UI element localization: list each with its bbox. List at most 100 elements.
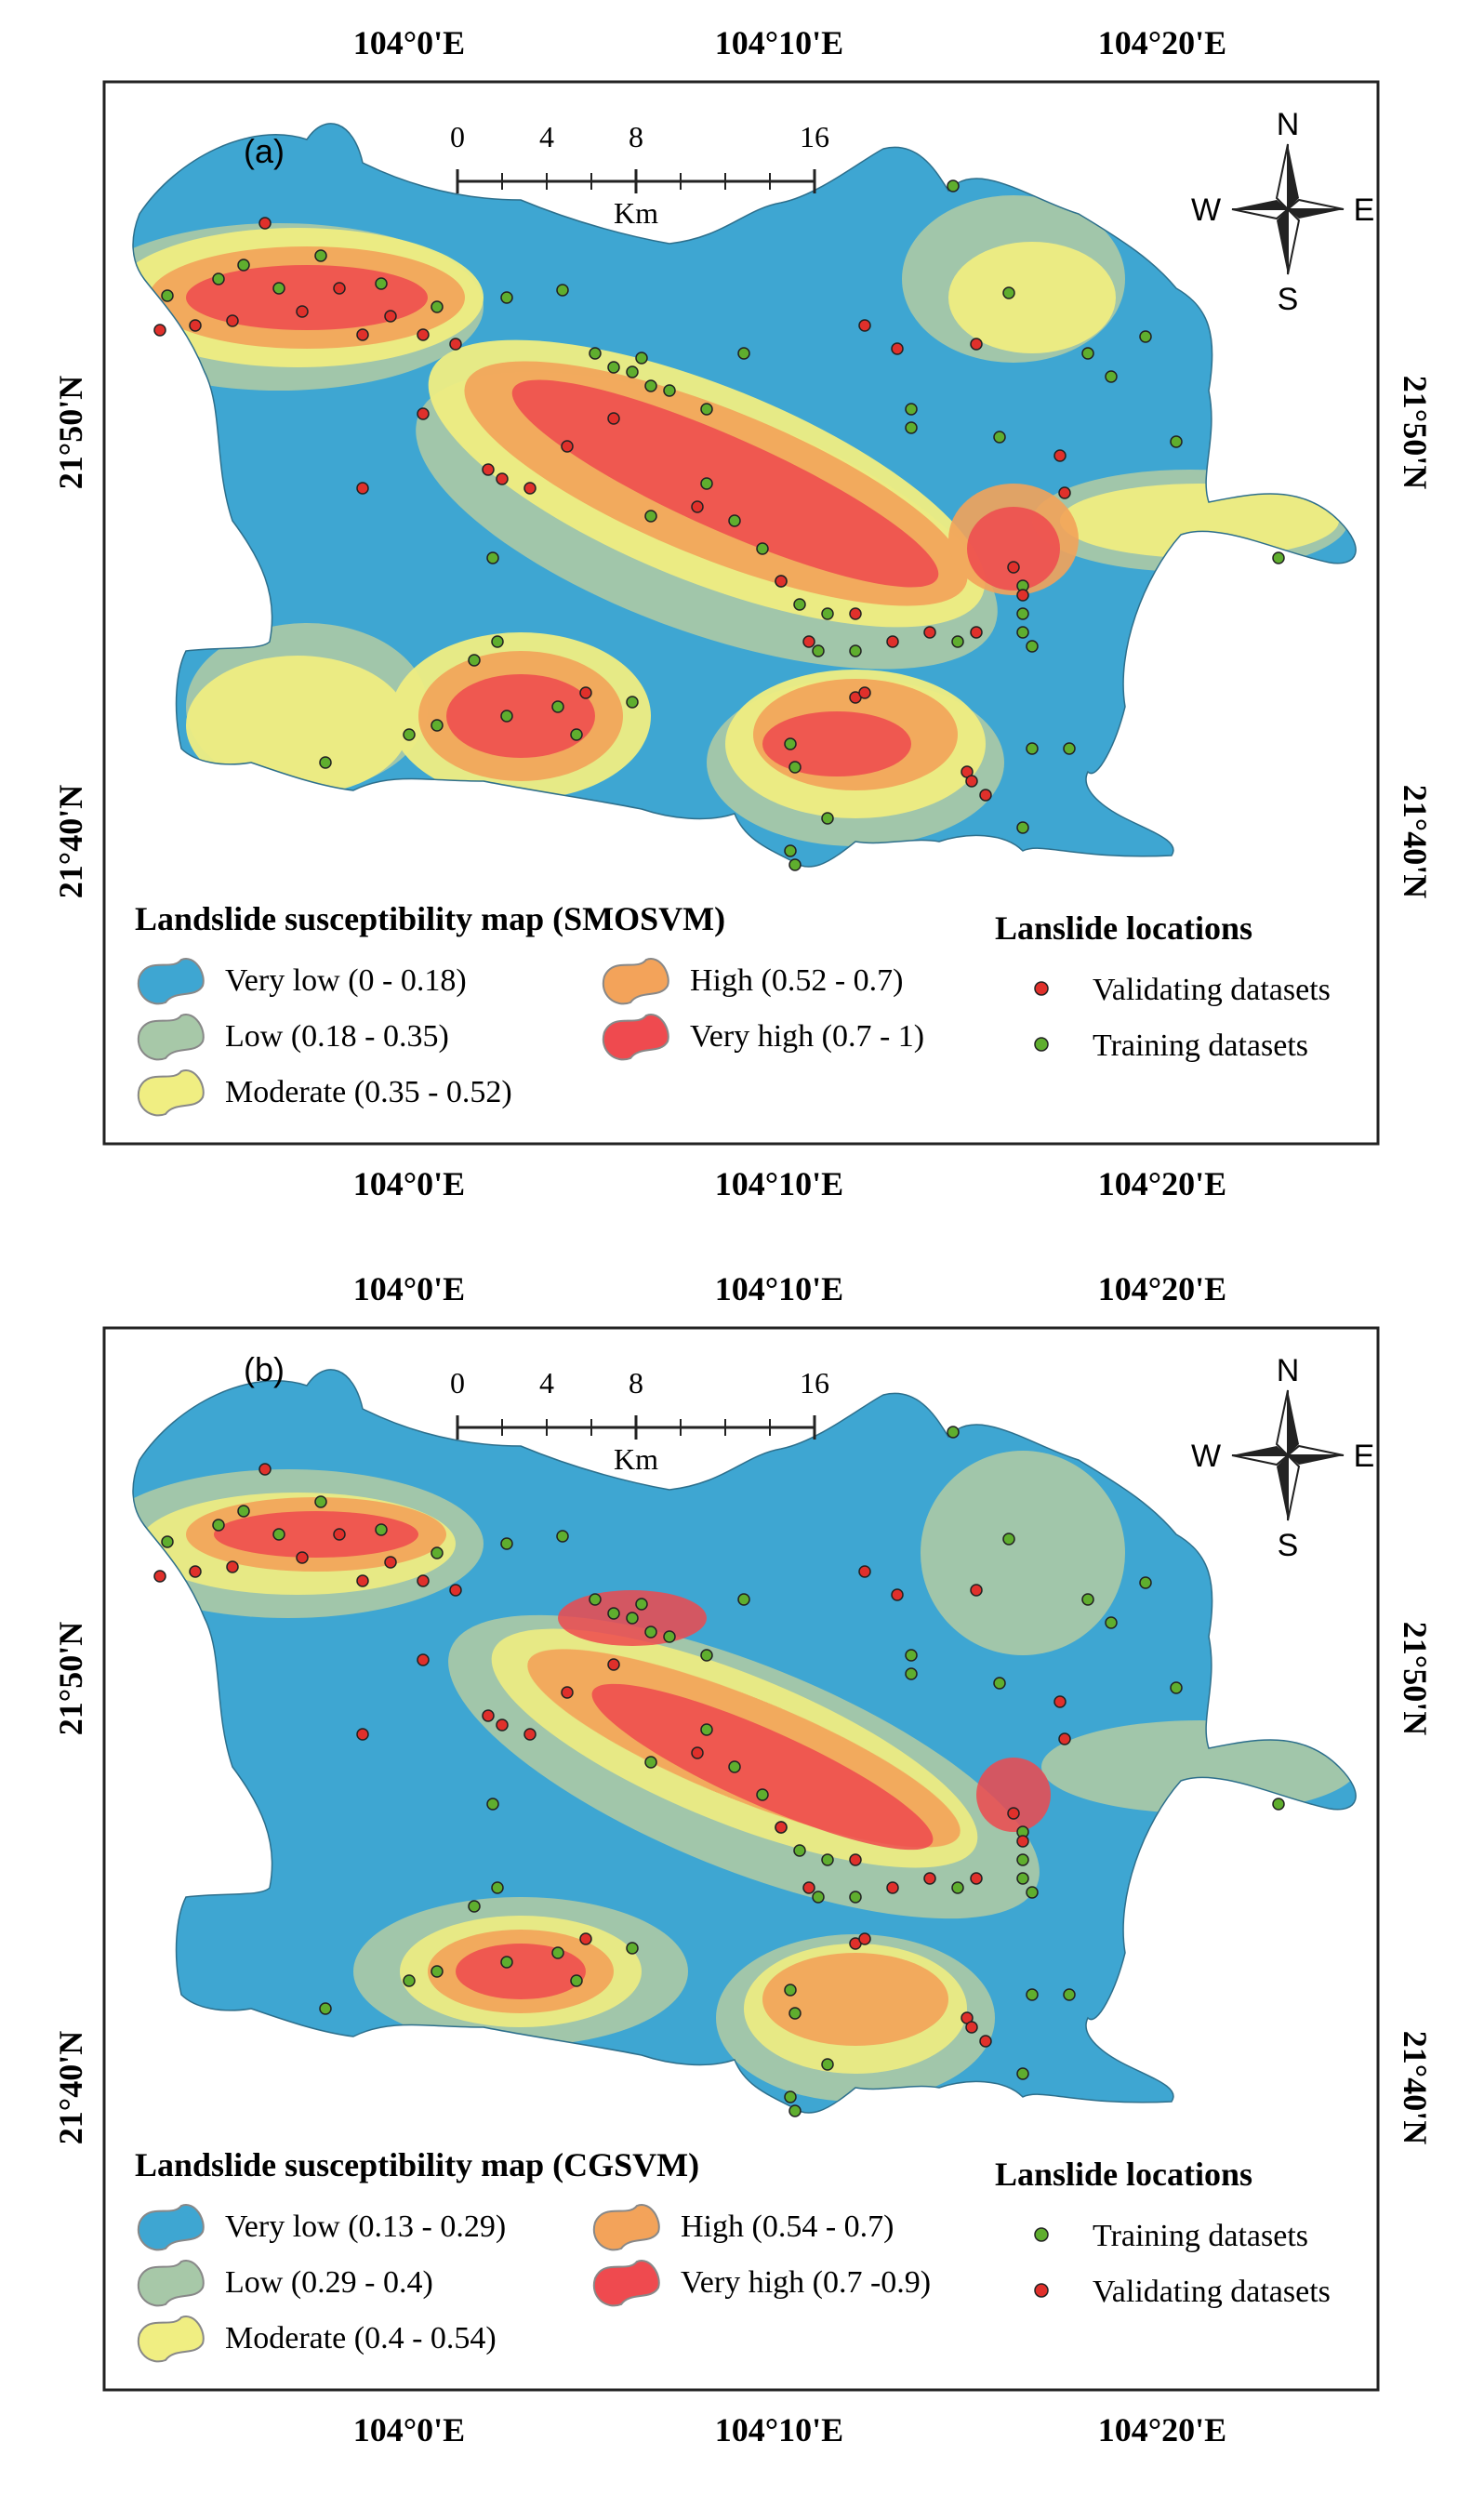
- validating-points: [153, 1463, 1071, 2048]
- panel-label: (a): [244, 132, 285, 170]
- lon-label: 104°20'E: [1098, 24, 1226, 61]
- compass-s: S: [1278, 282, 1299, 317]
- longitude-labels-top: 104°0'E 104°10'E 104°20'E: [353, 24, 1226, 61]
- lat-label: 21°40'N: [52, 785, 89, 898]
- legend-item: Moderate (0.35 - 0.52): [137, 1069, 512, 1117]
- legend-swatch: [137, 1014, 205, 1061]
- legend-swatch: [137, 2316, 205, 2363]
- compass-n: N: [1277, 107, 1300, 142]
- compass-w: W: [1191, 1439, 1221, 1474]
- study-area-boundary: [132, 123, 1357, 868]
- north-arrow-icon: N S E W: [1191, 1353, 1374, 1563]
- legend-swatch: [602, 1014, 669, 1061]
- longitude-labels-bottom: 104°0'E 104°10'E 104°20'E: [353, 2411, 1226, 2448]
- lat-label: 21°50'N: [52, 1622, 89, 1735]
- latitude-labels-right: 21°50'N 21°40'N: [1397, 376, 1434, 898]
- scale-tick-label: 0: [450, 120, 465, 153]
- compass-w: W: [1191, 192, 1221, 228]
- landslide-points: [153, 1426, 1285, 2117]
- panel-label: (b): [244, 1350, 285, 1388]
- legend-item: High (0.52 - 0.7): [602, 958, 903, 1005]
- lon-label: 104°0'E: [353, 1165, 465, 1202]
- legend-label: Very low (0 - 0.18): [225, 963, 467, 998]
- compass-s: S: [1278, 1528, 1299, 1563]
- longitude-labels-bottom: 104°0'E 104°10'E 104°20'E: [353, 1165, 1226, 1202]
- scale-tick-label: 8: [629, 1366, 643, 1400]
- zones-very-high: [186, 265, 1060, 776]
- lat-label: 21°50'N: [1397, 1622, 1434, 1735]
- scale-tick-label: 4: [539, 120, 554, 153]
- latitude-labels-left: 21°50'N 21°40'N: [52, 1622, 89, 2144]
- legend-swatch: [137, 2260, 205, 2307]
- location-label: Training datasets: [1093, 2219, 1308, 2253]
- lon-label: 104°10'E: [715, 2411, 843, 2448]
- validating-marker: [1034, 981, 1049, 996]
- training-marker: [1034, 2227, 1049, 2242]
- zones-very-high: [214, 1511, 1051, 1999]
- lon-label: 104°0'E: [353, 2411, 465, 2448]
- landslide-points: [153, 179, 1285, 871]
- legend-label: Very low (0.13 - 0.29): [225, 2209, 506, 2244]
- lat-label: 21°50'N: [1397, 376, 1434, 489]
- legend-item: Moderate (0.4 - 0.54): [137, 2316, 497, 2363]
- legend-item: Low (0.29 - 0.4): [137, 2260, 433, 2307]
- legend-swatch: [137, 2204, 205, 2251]
- legend-item: Low (0.18 - 0.35): [137, 1014, 449, 1061]
- validating-points: [153, 217, 1071, 802]
- map-panel-a: 104°0'E 104°10'E 104°20'E 104°0'E 104°10…: [0, 0, 1484, 1246]
- scale-tick-label: 16: [800, 1366, 829, 1400]
- study-area-boundary: [132, 1369, 1357, 2114]
- scale-bar: 0 4 8 16 Km: [450, 1366, 829, 1476]
- lon-label: 104°10'E: [715, 24, 843, 61]
- scale-unit: Km: [614, 1442, 658, 1476]
- training-points: [161, 179, 1285, 871]
- locations-legend: Lanslide locations Training datasets Val…: [995, 2156, 1331, 2309]
- map-figure-b: 104°0'E 104°10'E 104°20'E 104°0'E 104°10…: [52, 1270, 1434, 2448]
- legend-label: Moderate (0.4 - 0.54): [225, 2321, 497, 2355]
- legend-swatch: [137, 1069, 205, 1117]
- latitude-labels-right: 21°50'N 21°40'N: [1397, 1622, 1434, 2144]
- lon-label: 104°0'E: [353, 24, 465, 61]
- scale-unit: Km: [614, 196, 658, 230]
- legend-item: Very low (0 - 0.18): [137, 958, 467, 1005]
- compass-n: N: [1277, 1353, 1300, 1388]
- locations-legend: Lanslide locations Validating datasets T…: [995, 909, 1331, 1063]
- scale-tick-label: 0: [450, 1366, 465, 1400]
- legend-swatch: [592, 2204, 660, 2251]
- legend-label: Very high (0.7 -0.9): [681, 2265, 931, 2300]
- legend-item: Very high (0.7 -0.9): [592, 2260, 931, 2307]
- lon-label: 104°10'E: [715, 1270, 843, 1307]
- legend-label: Low (0.29 - 0.4): [225, 2265, 433, 2300]
- locations-title: Lanslide locations: [995, 2156, 1252, 2193]
- legend-title: Landslide susceptibility map (CGSVM): [135, 2146, 699, 2183]
- lon-label: 104°20'E: [1098, 1165, 1226, 1202]
- locations-title: Lanslide locations: [995, 909, 1252, 947]
- lon-label: 104°10'E: [715, 1165, 843, 1202]
- susceptibility-legend: Landslide susceptibility map (SMOSVM) Ve…: [135, 900, 924, 1117]
- longitude-labels-top: 104°0'E 104°10'E 104°20'E: [353, 1270, 1226, 1307]
- legend-item: Very high (0.7 - 1): [602, 1014, 924, 1061]
- legend-swatch: [592, 2260, 660, 2307]
- lon-label: 104°0'E: [353, 1270, 465, 1307]
- legend-item: Very low (0.13 - 0.29): [137, 2204, 506, 2251]
- map-panel-b: 104°0'E 104°10'E 104°20'E 104°0'E 104°10…: [0, 1246, 1484, 2492]
- lat-label: 21°40'N: [1397, 2031, 1434, 2144]
- latitude-labels-left: 21°50'N 21°40'N: [52, 376, 89, 898]
- north-arrow-icon: N S E W: [1191, 107, 1374, 317]
- compass-e: E: [1354, 192, 1375, 228]
- lat-label: 21°40'N: [52, 2031, 89, 2144]
- legend-label: Very high (0.7 - 1): [690, 1019, 924, 1054]
- legend-label: Moderate (0.35 - 0.52): [225, 1075, 512, 1109]
- lon-label: 104°20'E: [1098, 2411, 1226, 2448]
- map-figure-a: 104°0'E 104°10'E 104°20'E 104°0'E 104°10…: [52, 24, 1434, 1202]
- lon-label: 104°20'E: [1098, 1270, 1226, 1307]
- lat-label: 21°40'N: [1397, 785, 1434, 898]
- location-label: Validating datasets: [1093, 973, 1331, 1007]
- legend-label: High (0.54 - 0.7): [681, 2209, 894, 2244]
- validating-marker: [1034, 2283, 1049, 2298]
- susceptibility-legend: Landslide susceptibility map (CGSVM) Ver…: [135, 2146, 931, 2363]
- legend-label: High (0.52 - 0.7): [690, 963, 903, 998]
- location-label: Training datasets: [1093, 1028, 1308, 1063]
- legend-swatch: [602, 958, 669, 1005]
- scale-bar: 0 4 8 16 Km: [450, 120, 829, 230]
